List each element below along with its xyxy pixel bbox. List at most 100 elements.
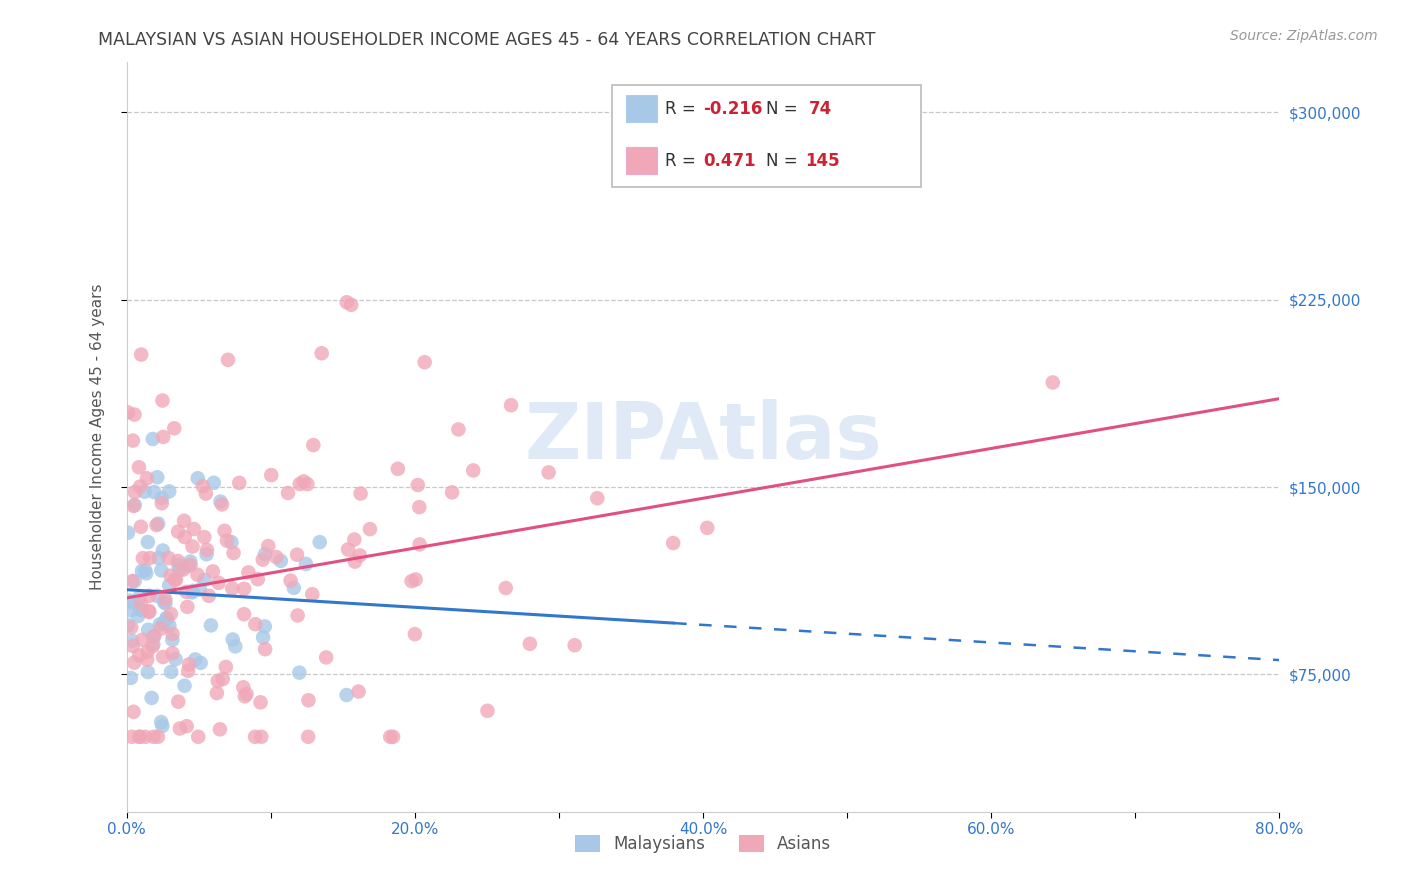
Point bbox=[337, 542, 360, 557]
Point bbox=[349, 486, 371, 500]
Point bbox=[132, 551, 155, 566]
Point bbox=[129, 480, 152, 494]
Text: Source: ZipAtlas.com: Source: ZipAtlas.com bbox=[1230, 29, 1378, 43]
Point bbox=[142, 630, 165, 644]
Point bbox=[177, 664, 200, 678]
Point bbox=[169, 563, 191, 577]
Point bbox=[124, 485, 146, 500]
Point bbox=[127, 609, 149, 624]
Point bbox=[207, 673, 229, 688]
Point bbox=[155, 596, 177, 610]
Point bbox=[173, 530, 195, 544]
Point bbox=[190, 656, 212, 670]
Point bbox=[173, 514, 195, 528]
Point bbox=[184, 652, 207, 666]
Point bbox=[129, 347, 152, 361]
Point bbox=[564, 638, 586, 652]
Point bbox=[302, 438, 325, 452]
Point bbox=[118, 593, 141, 607]
Point bbox=[260, 468, 283, 483]
Point bbox=[138, 589, 160, 603]
Point bbox=[129, 602, 152, 616]
Point bbox=[131, 564, 153, 578]
Point bbox=[209, 494, 232, 508]
Point bbox=[134, 730, 156, 744]
Point bbox=[124, 574, 146, 588]
Point bbox=[295, 557, 318, 571]
Point bbox=[131, 603, 153, 617]
Point bbox=[217, 352, 239, 367]
Point bbox=[187, 471, 209, 485]
Point bbox=[120, 620, 142, 634]
Point bbox=[173, 679, 195, 693]
Text: R =: R = bbox=[665, 100, 702, 118]
Point bbox=[146, 470, 169, 484]
Point bbox=[120, 671, 142, 685]
Point bbox=[155, 592, 177, 607]
Point bbox=[180, 558, 202, 572]
Point bbox=[193, 530, 215, 544]
Point bbox=[477, 704, 499, 718]
Point bbox=[150, 719, 173, 733]
Point bbox=[280, 574, 302, 588]
Point bbox=[136, 623, 159, 637]
Point bbox=[235, 687, 257, 701]
Point bbox=[387, 462, 409, 476]
Point bbox=[311, 346, 333, 360]
Point bbox=[519, 637, 541, 651]
Point bbox=[232, 680, 254, 694]
Point bbox=[177, 657, 200, 672]
Point bbox=[214, 524, 236, 538]
Point bbox=[404, 627, 426, 641]
Point bbox=[165, 573, 187, 587]
Point bbox=[224, 640, 246, 654]
Point bbox=[211, 672, 233, 686]
Point bbox=[447, 422, 470, 436]
Point bbox=[159, 568, 181, 582]
Point bbox=[405, 573, 427, 587]
Point bbox=[215, 533, 238, 548]
Point bbox=[124, 408, 146, 422]
Point bbox=[285, 548, 308, 562]
Text: ZIPAtlas: ZIPAtlas bbox=[524, 399, 882, 475]
Point bbox=[1042, 376, 1064, 390]
Point bbox=[142, 637, 165, 651]
Point bbox=[124, 498, 146, 512]
Point bbox=[205, 686, 228, 700]
Point bbox=[200, 618, 222, 632]
Point bbox=[121, 730, 143, 744]
Point bbox=[148, 550, 170, 565]
Point bbox=[139, 551, 162, 566]
Point bbox=[283, 581, 305, 595]
Point bbox=[194, 486, 217, 500]
Point bbox=[252, 631, 274, 645]
Point bbox=[176, 599, 198, 614]
Point bbox=[188, 582, 211, 597]
Point bbox=[129, 597, 152, 611]
Point bbox=[222, 546, 245, 560]
Point bbox=[150, 714, 173, 729]
Point bbox=[181, 585, 204, 599]
Point bbox=[253, 619, 276, 633]
Point bbox=[181, 540, 204, 554]
Point bbox=[221, 582, 243, 596]
Point bbox=[537, 466, 560, 480]
Point bbox=[128, 590, 150, 604]
Point bbox=[195, 547, 218, 561]
Point bbox=[181, 583, 204, 598]
Point bbox=[160, 607, 183, 621]
Point bbox=[160, 665, 183, 679]
Point bbox=[117, 405, 139, 419]
Point bbox=[176, 719, 198, 733]
Point bbox=[152, 430, 174, 444]
Point bbox=[228, 475, 250, 490]
Point bbox=[301, 587, 323, 601]
Point bbox=[172, 563, 194, 577]
Point bbox=[128, 730, 150, 744]
Point bbox=[153, 595, 176, 609]
Point bbox=[195, 543, 218, 558]
Point bbox=[136, 665, 159, 679]
Text: N =: N = bbox=[766, 100, 797, 118]
Point bbox=[128, 730, 150, 744]
Point bbox=[157, 578, 180, 592]
